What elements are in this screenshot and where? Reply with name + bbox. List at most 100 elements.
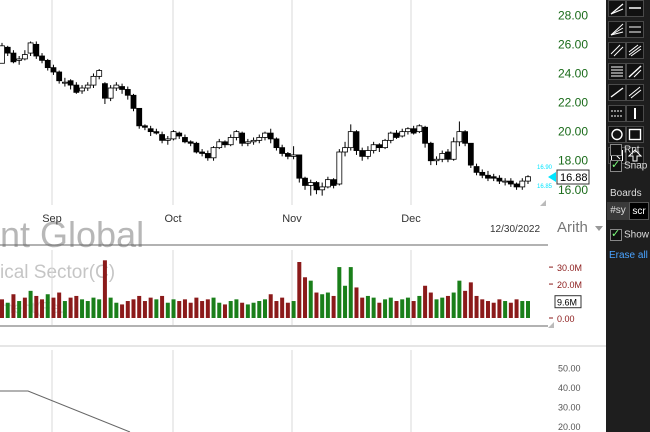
- volume-bar: [34, 295, 39, 318]
- price-tick-label: 24.00: [558, 66, 588, 80]
- volume-bar: [200, 301, 205, 318]
- volume-bar: [445, 295, 450, 318]
- rpt-checkbox[interactable]: [610, 144, 622, 156]
- volume-bar: [91, 297, 96, 318]
- candle-body: [102, 83, 108, 99]
- candle-body: [342, 147, 348, 153]
- volume-bar: [257, 301, 262, 318]
- show-checkbox[interactable]: [610, 227, 622, 241]
- candle-body: [370, 144, 377, 151]
- up-arrow-icon[interactable]: [626, 147, 644, 164]
- snap-toggle[interactable]: Snap: [610, 158, 647, 172]
- volume-bar: [85, 301, 90, 318]
- volume-bar: [325, 292, 330, 318]
- candle-body: [382, 139, 388, 149]
- scale-mode-dropdown: [595, 226, 603, 231]
- candle-body: [164, 138, 171, 141]
- candle-body: [216, 141, 223, 149]
- parallel-lines-icon[interactable]: [626, 21, 644, 38]
- candle-body: [56, 71, 63, 82]
- volume-bar: [17, 301, 22, 318]
- volume-bar: [240, 302, 245, 318]
- current-price-pointer: [548, 172, 556, 183]
- horizontal-line-icon[interactable]: [626, 0, 644, 17]
- volume-bar: [485, 301, 490, 318]
- candle-body: [462, 131, 469, 144]
- trend-line-icon[interactable]: [608, 84, 626, 101]
- volume-bar: [125, 301, 130, 318]
- candle-body: [410, 128, 417, 134]
- candle-body: [485, 174, 491, 179]
- watermark-sector: ical Sector(C): [0, 262, 116, 283]
- candle-body: [124, 89, 131, 96]
- erase-all-link[interactable]: Erase all: [609, 250, 648, 261]
- current-price-label: 16.88: [560, 172, 588, 184]
- volume-bar: [22, 297, 27, 318]
- price-tick-label: 18.00: [558, 154, 588, 168]
- candle-body: [153, 131, 160, 134]
- candle-body: [273, 138, 280, 149]
- candle-body: [399, 131, 406, 137]
- candle-body: [10, 52, 17, 63]
- candle-body: [290, 154, 297, 157]
- show-toggle[interactable]: Show: [610, 227, 649, 241]
- volume-bar: [177, 301, 182, 318]
- price-hi-label: 16.90: [537, 165, 553, 171]
- candle-body: [21, 54, 28, 60]
- volume-bar: [62, 301, 67, 318]
- candle-body: [467, 142, 474, 166]
- channel-icon[interactable]: [608, 42, 626, 59]
- volume-bar: [285, 302, 290, 318]
- volume-bar: [320, 294, 325, 318]
- fan-lines-icon[interactable]: [608, 0, 626, 17]
- circle-icon[interactable]: [608, 126, 626, 143]
- gann-fan-icon[interactable]: [608, 21, 626, 38]
- candle-body: [324, 179, 331, 188]
- volume-bar: [417, 295, 422, 318]
- volume-bar: [0, 299, 4, 318]
- volume-bar: [57, 292, 62, 318]
- boards-label: Boards: [610, 188, 642, 199]
- rectangle-icon[interactable]: [626, 126, 644, 143]
- candle-body: [336, 151, 343, 185]
- volume-bar: [263, 299, 267, 318]
- candle-body: [176, 132, 183, 137]
- volume-bar: [526, 301, 530, 318]
- volume-bar: [171, 299, 176, 318]
- lower-indicator-line: [0, 390, 131, 432]
- candle-body: [73, 84, 80, 93]
- candle-body: [422, 126, 428, 144]
- snap-checkbox[interactable]: [610, 158, 622, 172]
- fibonacci-icon[interactable]: [608, 63, 626, 80]
- volume-bar: [343, 285, 348, 318]
- dotted-lines-icon[interactable]: [608, 105, 626, 122]
- candle-body: [450, 141, 457, 160]
- volume-bar: [457, 280, 462, 318]
- price-chart[interactable]: 28.00 26.00 24.00 22.00 20.00 18.00 16.0016.88…: [0, 0, 606, 432]
- rpt-toggle[interactable]: Rpt: [610, 144, 640, 156]
- pitchfork-icon[interactable]: [626, 42, 644, 59]
- candle-body: [147, 128, 154, 133]
- candle-body: [439, 153, 446, 160]
- candle-body: [244, 141, 251, 144]
- ray-icon[interactable]: [626, 63, 644, 80]
- candle-body: [16, 58, 23, 61]
- candle-body: [296, 154, 303, 179]
- month-label: Oct: [164, 213, 181, 225]
- vertical-line-icon[interactable]: [626, 105, 644, 122]
- symbol-field[interactable]: #sy: [607, 202, 629, 220]
- volume-bar: [234, 299, 239, 318]
- volume-bar: [188, 302, 193, 318]
- volume-bar: [5, 302, 10, 318]
- volume-bar: [423, 285, 428, 318]
- volume-bar: [148, 297, 153, 318]
- candle-body: [279, 147, 286, 154]
- volume-bar: [497, 299, 502, 318]
- candle-body: [507, 180, 514, 185]
- chart-area[interactable]: nt Global ical Sector(C) ment(Fe..) 28.0…: [0, 0, 606, 432]
- candle-body: [456, 131, 463, 143]
- screen-button[interactable]: scr: [629, 202, 649, 220]
- volume-bar: [468, 282, 473, 318]
- double-trend-icon[interactable]: [626, 84, 644, 101]
- volume-bar: [45, 294, 50, 318]
